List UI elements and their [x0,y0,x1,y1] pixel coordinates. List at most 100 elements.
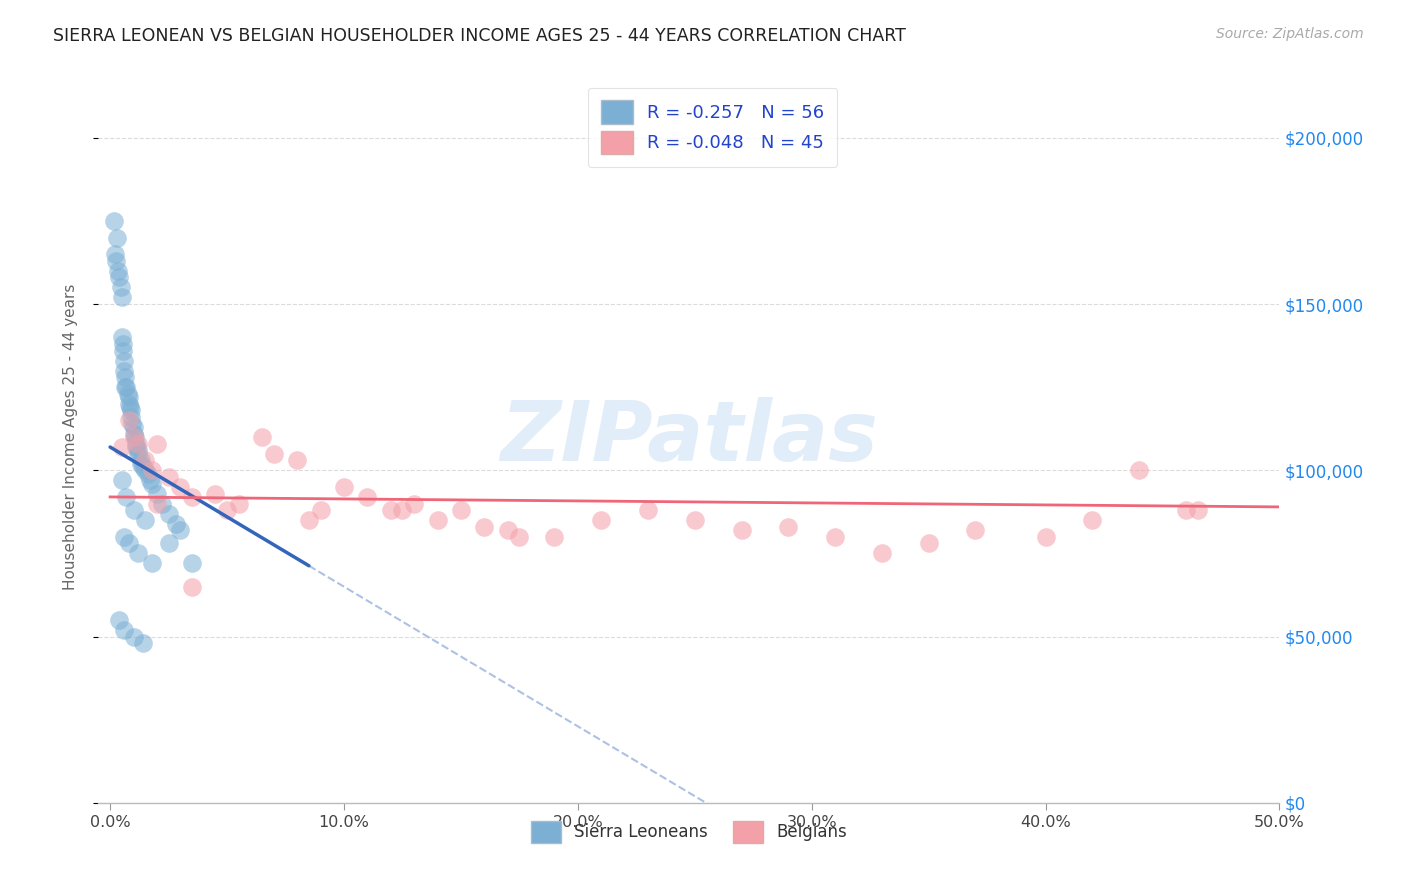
Point [181,580,204,594]
Point [139,473,162,487]
Point [450,503,472,517]
Point [122,430,145,444]
Point [250,430,273,444]
Point [110,280,132,294]
Point [228,497,250,511]
Point [118,397,141,411]
Point [114,380,136,394]
Point [105,230,128,244]
Point [204,486,226,500]
Point [132,460,155,475]
Point [1128,463,1150,477]
Point [150,497,173,511]
Point [165,516,187,531]
Point [404,497,426,511]
Point [157,536,180,550]
Point [508,530,530,544]
Point [637,503,659,517]
Point [146,497,169,511]
Point [134,513,156,527]
Point [134,463,156,477]
Point [1035,530,1057,544]
Point [730,523,752,537]
Point [127,443,149,458]
Point [112,530,135,544]
Point [129,453,152,467]
Point [111,343,134,358]
Point [169,480,191,494]
Point [104,247,127,261]
Point [141,463,163,477]
Point [333,480,356,494]
Point [108,613,131,627]
Point [115,380,138,394]
Point [157,470,180,484]
Point [122,630,145,644]
Point [117,387,139,401]
Point [111,440,134,454]
Point [129,457,152,471]
Point [118,390,141,404]
Point [121,417,143,431]
Point [111,473,134,487]
Point [683,513,706,527]
Point [496,523,519,537]
Point [112,363,135,377]
Point [356,490,378,504]
Point [111,337,134,351]
Point [125,436,148,450]
Point [125,440,148,454]
Point [169,523,191,537]
Point [124,430,146,444]
Point [107,264,129,278]
Point [543,530,565,544]
Point [127,447,149,461]
Y-axis label: Householder Income Ages 25 - 44 years: Householder Income Ages 25 - 44 years [63,284,77,591]
Point [127,546,149,560]
Point [122,426,145,441]
Point [824,530,846,544]
Point [108,270,131,285]
Point [111,330,134,344]
Point [122,503,145,517]
Point [146,436,169,450]
Point [127,436,149,450]
Point [104,253,127,268]
Point [426,513,449,527]
Point [181,557,204,571]
Point [141,476,163,491]
Point [115,490,138,504]
Point [122,420,145,434]
Text: ZIPatlas: ZIPatlas [501,397,877,477]
Point [870,546,893,560]
Point [118,413,141,427]
Point [136,467,159,481]
Point [380,503,402,517]
Text: Source: ZipAtlas.com: Source: ZipAtlas.com [1216,27,1364,41]
Point [132,636,155,650]
Point [591,513,613,527]
Point [118,536,141,550]
Point [114,370,136,384]
Point [1187,503,1209,517]
Text: SIERRA LEONEAN VS BELGIAN HOUSEHOLDER INCOME AGES 25 - 44 YEARS CORRELATION CHAR: SIERRA LEONEAN VS BELGIAN HOUSEHOLDER IN… [53,27,907,45]
Point [965,523,987,537]
Point [917,536,939,550]
Point [103,214,125,228]
Point [112,353,135,368]
Point [1081,513,1104,527]
Point [111,290,134,304]
Point [134,453,156,467]
Point [1174,503,1197,517]
Point [118,400,141,414]
Point [309,503,332,517]
Point [157,507,180,521]
Point [778,520,800,534]
Point [120,403,142,417]
Point [181,490,204,504]
Point [112,623,135,637]
Point [391,503,413,517]
Point [263,447,285,461]
Point [141,557,163,571]
Point [472,520,495,534]
